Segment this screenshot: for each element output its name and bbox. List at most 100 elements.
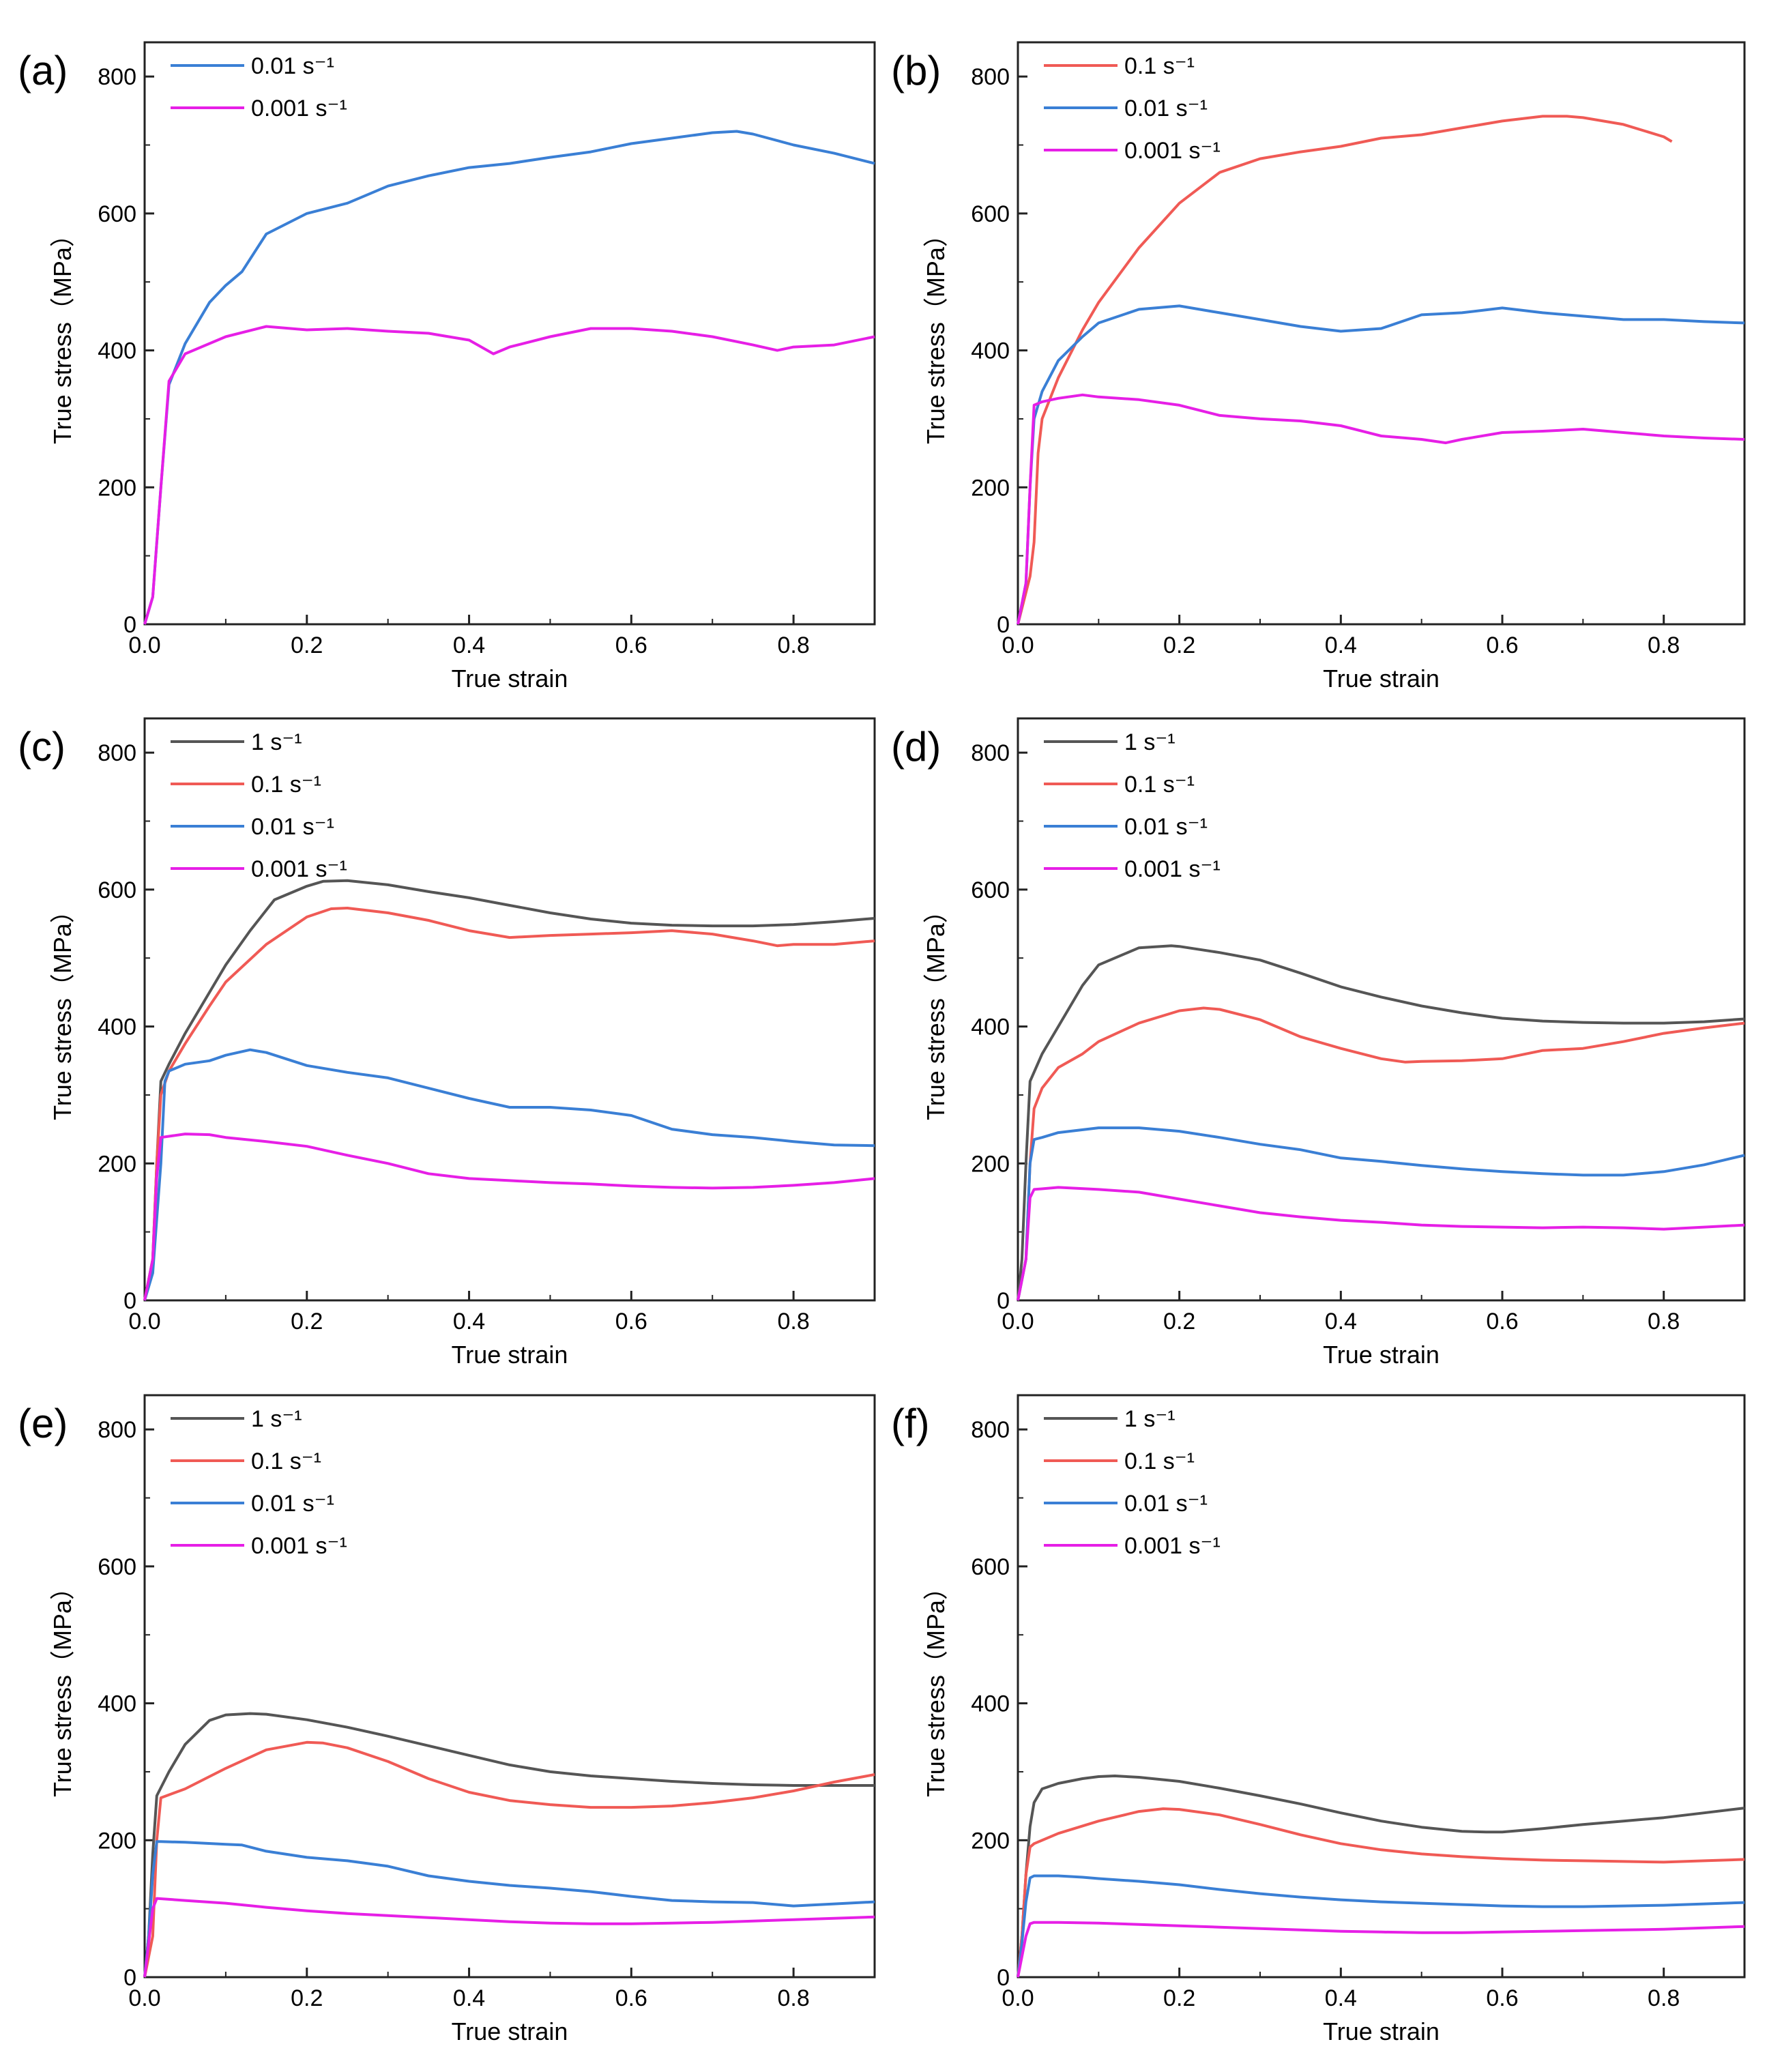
legend-label: 0.001 s⁻¹ (1124, 138, 1221, 164)
legend-label: 0.01 s⁻¹ (1124, 96, 1208, 121)
y-tick-label: 600 (98, 1554, 136, 1580)
y-tick-label: 0 (997, 1965, 1010, 1991)
y-tick-label: 200 (98, 1828, 136, 1854)
y-axis-title: True stress（MPa） (48, 899, 76, 1120)
series-line-4 (143, 1897, 875, 1978)
panel-label: (b) (891, 48, 941, 93)
series-line-4 (1017, 1921, 1745, 1978)
legend-label: 0.001 s⁻¹ (1124, 1533, 1221, 1559)
y-tick-label: 200 (971, 1151, 1010, 1177)
series-line-3 (143, 1840, 875, 1978)
series-line-2 (143, 907, 875, 1301)
panel-label: (d) (891, 724, 941, 770)
plot-frame (1017, 1394, 1746, 1979)
x-tick-label: 0.4 (453, 1309, 485, 1334)
legend: 1 s⁻¹ 0.1 s⁻¹ 0.01 s⁻¹ 0.001 s⁻¹ (171, 729, 347, 882)
x-tick-label: 0.2 (291, 1985, 323, 2011)
series-line-2 (143, 325, 875, 625)
plot-frame (1017, 717, 1746, 1302)
y-tick-label: 200 (98, 475, 136, 501)
x-axis-title: True strain (1323, 665, 1440, 692)
legend: 0.01 s⁻¹ 0.001 s⁻¹ (171, 53, 347, 121)
series-line-1 (143, 1712, 875, 1978)
x-axis-title: True strain (1323, 2017, 1440, 2045)
x-tick-label: 0.6 (615, 1309, 647, 1334)
x-tick-label: 0.6 (1486, 632, 1518, 658)
legend-label: 0.01 s⁻¹ (1124, 814, 1208, 840)
legend-label: 0.01 s⁻¹ (251, 1491, 334, 1517)
panel-f: 0.0 0.2 0.4 0.6 0.8 0 200 400 600 800 True strain T… (891, 1394, 1746, 2045)
panel-d: 0.0 0.2 0.4 0.6 0.8 0 200 400 600 800 True strain T… (891, 717, 1746, 1369)
plot-frame (1017, 41, 1746, 626)
legend-label: 1 s⁻¹ (1124, 1406, 1175, 1432)
x-axis-title: True strain (452, 1341, 568, 1369)
panel-e: 0.0 0.2 0.4 0.6 0.8 0 200 400 600 800 True strain T… (18, 1394, 876, 2045)
panel-c: 0.0 0.2 0.4 0.6 0.8 0 200 400 600 800 True strain T… (18, 717, 876, 1369)
plot-frame (143, 1394, 876, 1979)
legend-label: 0.001 s⁻¹ (251, 1533, 347, 1559)
y-tick-label: 0 (997, 612, 1010, 638)
x-tick-label: 0.2 (291, 1309, 323, 1334)
panel-a: 0.0 0.2 0.4 0.6 0.8 0 200 400 600 800 True strain T… (18, 41, 876, 692)
y-tick-label: 600 (971, 201, 1010, 227)
legend-label: 0.1 s⁻¹ (251, 772, 321, 798)
legend-label: 0.001 s⁻¹ (1124, 856, 1221, 882)
legend: 1 s⁻¹ 0.1 s⁻¹ 0.01 s⁻¹ 0.001 s⁻¹ (1044, 1406, 1221, 1559)
legend-label: 0.1 s⁻¹ (1124, 1448, 1195, 1474)
x-tick-label: 0.8 (777, 632, 809, 658)
y-tick-label: 600 (98, 201, 136, 227)
x-axis-title: True strain (452, 665, 568, 692)
legend: 1 s⁻¹ 0.1 s⁻¹ 0.01 s⁻¹ 0.001 s⁻¹ (171, 1406, 347, 1559)
x-tick-label: 0.0 (128, 632, 160, 658)
x-tick-label: 0.4 (1325, 632, 1357, 658)
y-tick-label: 800 (971, 740, 1010, 766)
legend-label: 0.1 s⁻¹ (251, 1448, 321, 1474)
y-tick-label: 200 (971, 475, 1010, 501)
x-tick-label: 0.0 (1002, 1985, 1034, 2011)
y-axis-title: True stress（MPa） (922, 899, 950, 1120)
x-tick-label: 0.4 (1325, 1985, 1357, 2011)
series-line-1 (1017, 1775, 1745, 1978)
legend-label: 0.1 s⁻¹ (1124, 772, 1195, 798)
y-tick-label: 200 (98, 1151, 136, 1177)
y-axis-title: True stress（MPa） (922, 1575, 950, 1797)
y-tick-label: 400 (98, 1015, 136, 1040)
x-tick-label: 0.4 (453, 632, 485, 658)
legend-label: 0.01 s⁻¹ (251, 814, 334, 840)
y-tick-label: 400 (98, 1691, 136, 1717)
series-line-4 (1017, 1186, 1745, 1301)
y-tick-label: 600 (971, 1554, 1010, 1580)
panel-b: 0.0 0.2 0.4 0.6 0.8 0 200 400 600 800 True strain T… (891, 41, 1746, 692)
y-tick-label: 600 (98, 877, 136, 903)
legend-label: 0.1 s⁻¹ (1124, 53, 1195, 79)
y-tick-label: 800 (98, 740, 136, 766)
y-tick-label: 800 (98, 1417, 136, 1443)
x-tick-label: 0.2 (1163, 632, 1195, 658)
x-tick-label: 0.6 (615, 1985, 647, 2011)
x-tick-label: 0.8 (777, 1309, 809, 1334)
y-tick-label: 0 (123, 612, 136, 638)
legend-label: 0.001 s⁻¹ (251, 96, 347, 121)
x-axis-title: True strain (1323, 1341, 1440, 1369)
legend: 1 s⁻¹ 0.1 s⁻¹ 0.01 s⁻¹ 0.001 s⁻¹ (1044, 729, 1221, 882)
plot-frame (143, 717, 876, 1302)
y-tick-label: 400 (971, 1015, 1010, 1040)
plot-frame (143, 41, 876, 626)
legend: 0.1 s⁻¹ 0.01 s⁻¹ 0.001 s⁻¹ (1044, 53, 1221, 164)
panel-label: (e) (18, 1401, 68, 1446)
y-tick-label: 600 (971, 877, 1010, 903)
y-tick-label: 800 (971, 64, 1010, 90)
series-line-2 (1017, 1807, 1745, 1978)
x-tick-label: 0.6 (1486, 1985, 1518, 2011)
x-tick-label: 0.8 (1648, 1985, 1680, 2011)
y-tick-label: 0 (997, 1288, 1010, 1314)
y-axis-title: True stress（MPa） (48, 1575, 76, 1797)
legend-label: 1 s⁻¹ (251, 1406, 302, 1432)
x-tick-label: 0.4 (453, 1985, 485, 2011)
y-axis-title: True stress（MPa） (48, 222, 76, 444)
x-tick-label: 0.0 (128, 1309, 160, 1334)
y-tick-label: 400 (98, 338, 136, 364)
x-tick-label: 0.0 (1002, 1309, 1034, 1334)
y-tick-label: 0 (123, 1288, 136, 1314)
